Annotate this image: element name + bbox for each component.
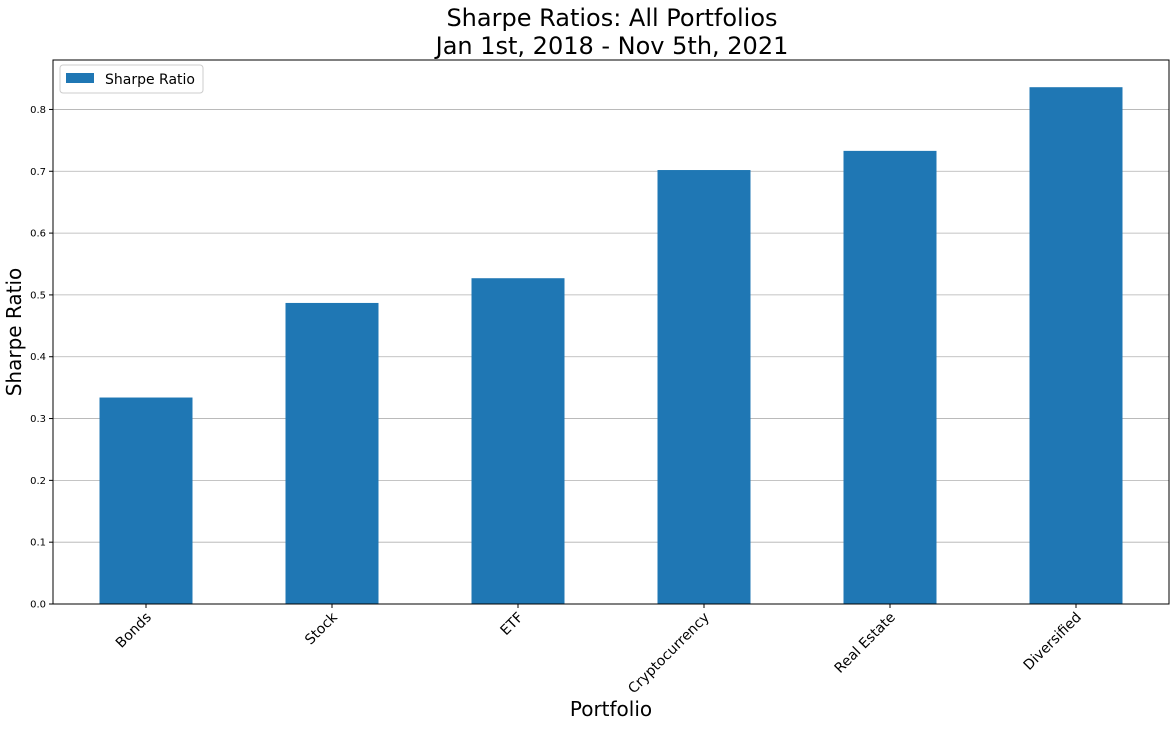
x-tick-label: Stock: [302, 609, 341, 648]
y-tick-label: 0.5: [30, 290, 46, 301]
x-axis-label: Portfolio: [570, 697, 652, 721]
y-tick-label: 0.6: [30, 229, 46, 240]
legend-label: Sharpe Ratio: [105, 72, 195, 88]
legend-swatch: [66, 73, 94, 83]
y-tick-label: 0.4: [30, 352, 46, 363]
bar: [285, 302, 379, 604]
y-tick-label: 0.3: [30, 414, 46, 425]
bar: [1029, 87, 1123, 604]
x-tick-label: Bonds: [113, 610, 155, 652]
legend-box: [59, 64, 204, 94]
y-tick-label: 0.0: [30, 600, 46, 611]
x-tick-label: Real Estate: [832, 610, 899, 677]
y-tick-label: 0.8: [30, 105, 46, 116]
grid-lines: [53, 109, 1169, 605]
y-axis-label: Sharpe Ratio: [2, 268, 26, 397]
y-axis-ticks: 0.0 0.1 0.2 0.3 0.4 0.5 0.6 0.7 0.8: [30, 105, 53, 611]
bar: [99, 397, 193, 604]
x-tick-label: Diversified: [1021, 610, 1085, 674]
x-tick-label: Cryptocurrency: [625, 610, 713, 698]
chart-subtitle: Jan 1st, 2018 - Nov 5th, 2021: [434, 32, 789, 60]
plot-frame: [52, 59, 1170, 605]
x-tick-label: ETF: [498, 610, 527, 639]
legend: Sharpe Ratio: [59, 64, 204, 94]
y-tick-label: 0.2: [30, 476, 46, 487]
chart-title: Sharpe Ratios: All Portfolios: [446, 4, 777, 32]
x-axis-ticks: Bonds Stock ETF Cryptocurrency Real Estate Di…: [113, 604, 1085, 697]
y-tick-label: 0.7: [30, 167, 46, 178]
y-tick-label: 0.1: [30, 538, 46, 549]
bars: [99, 87, 1123, 604]
bar: [843, 150, 937, 604]
bar: [657, 170, 751, 604]
bar: [471, 278, 565, 604]
